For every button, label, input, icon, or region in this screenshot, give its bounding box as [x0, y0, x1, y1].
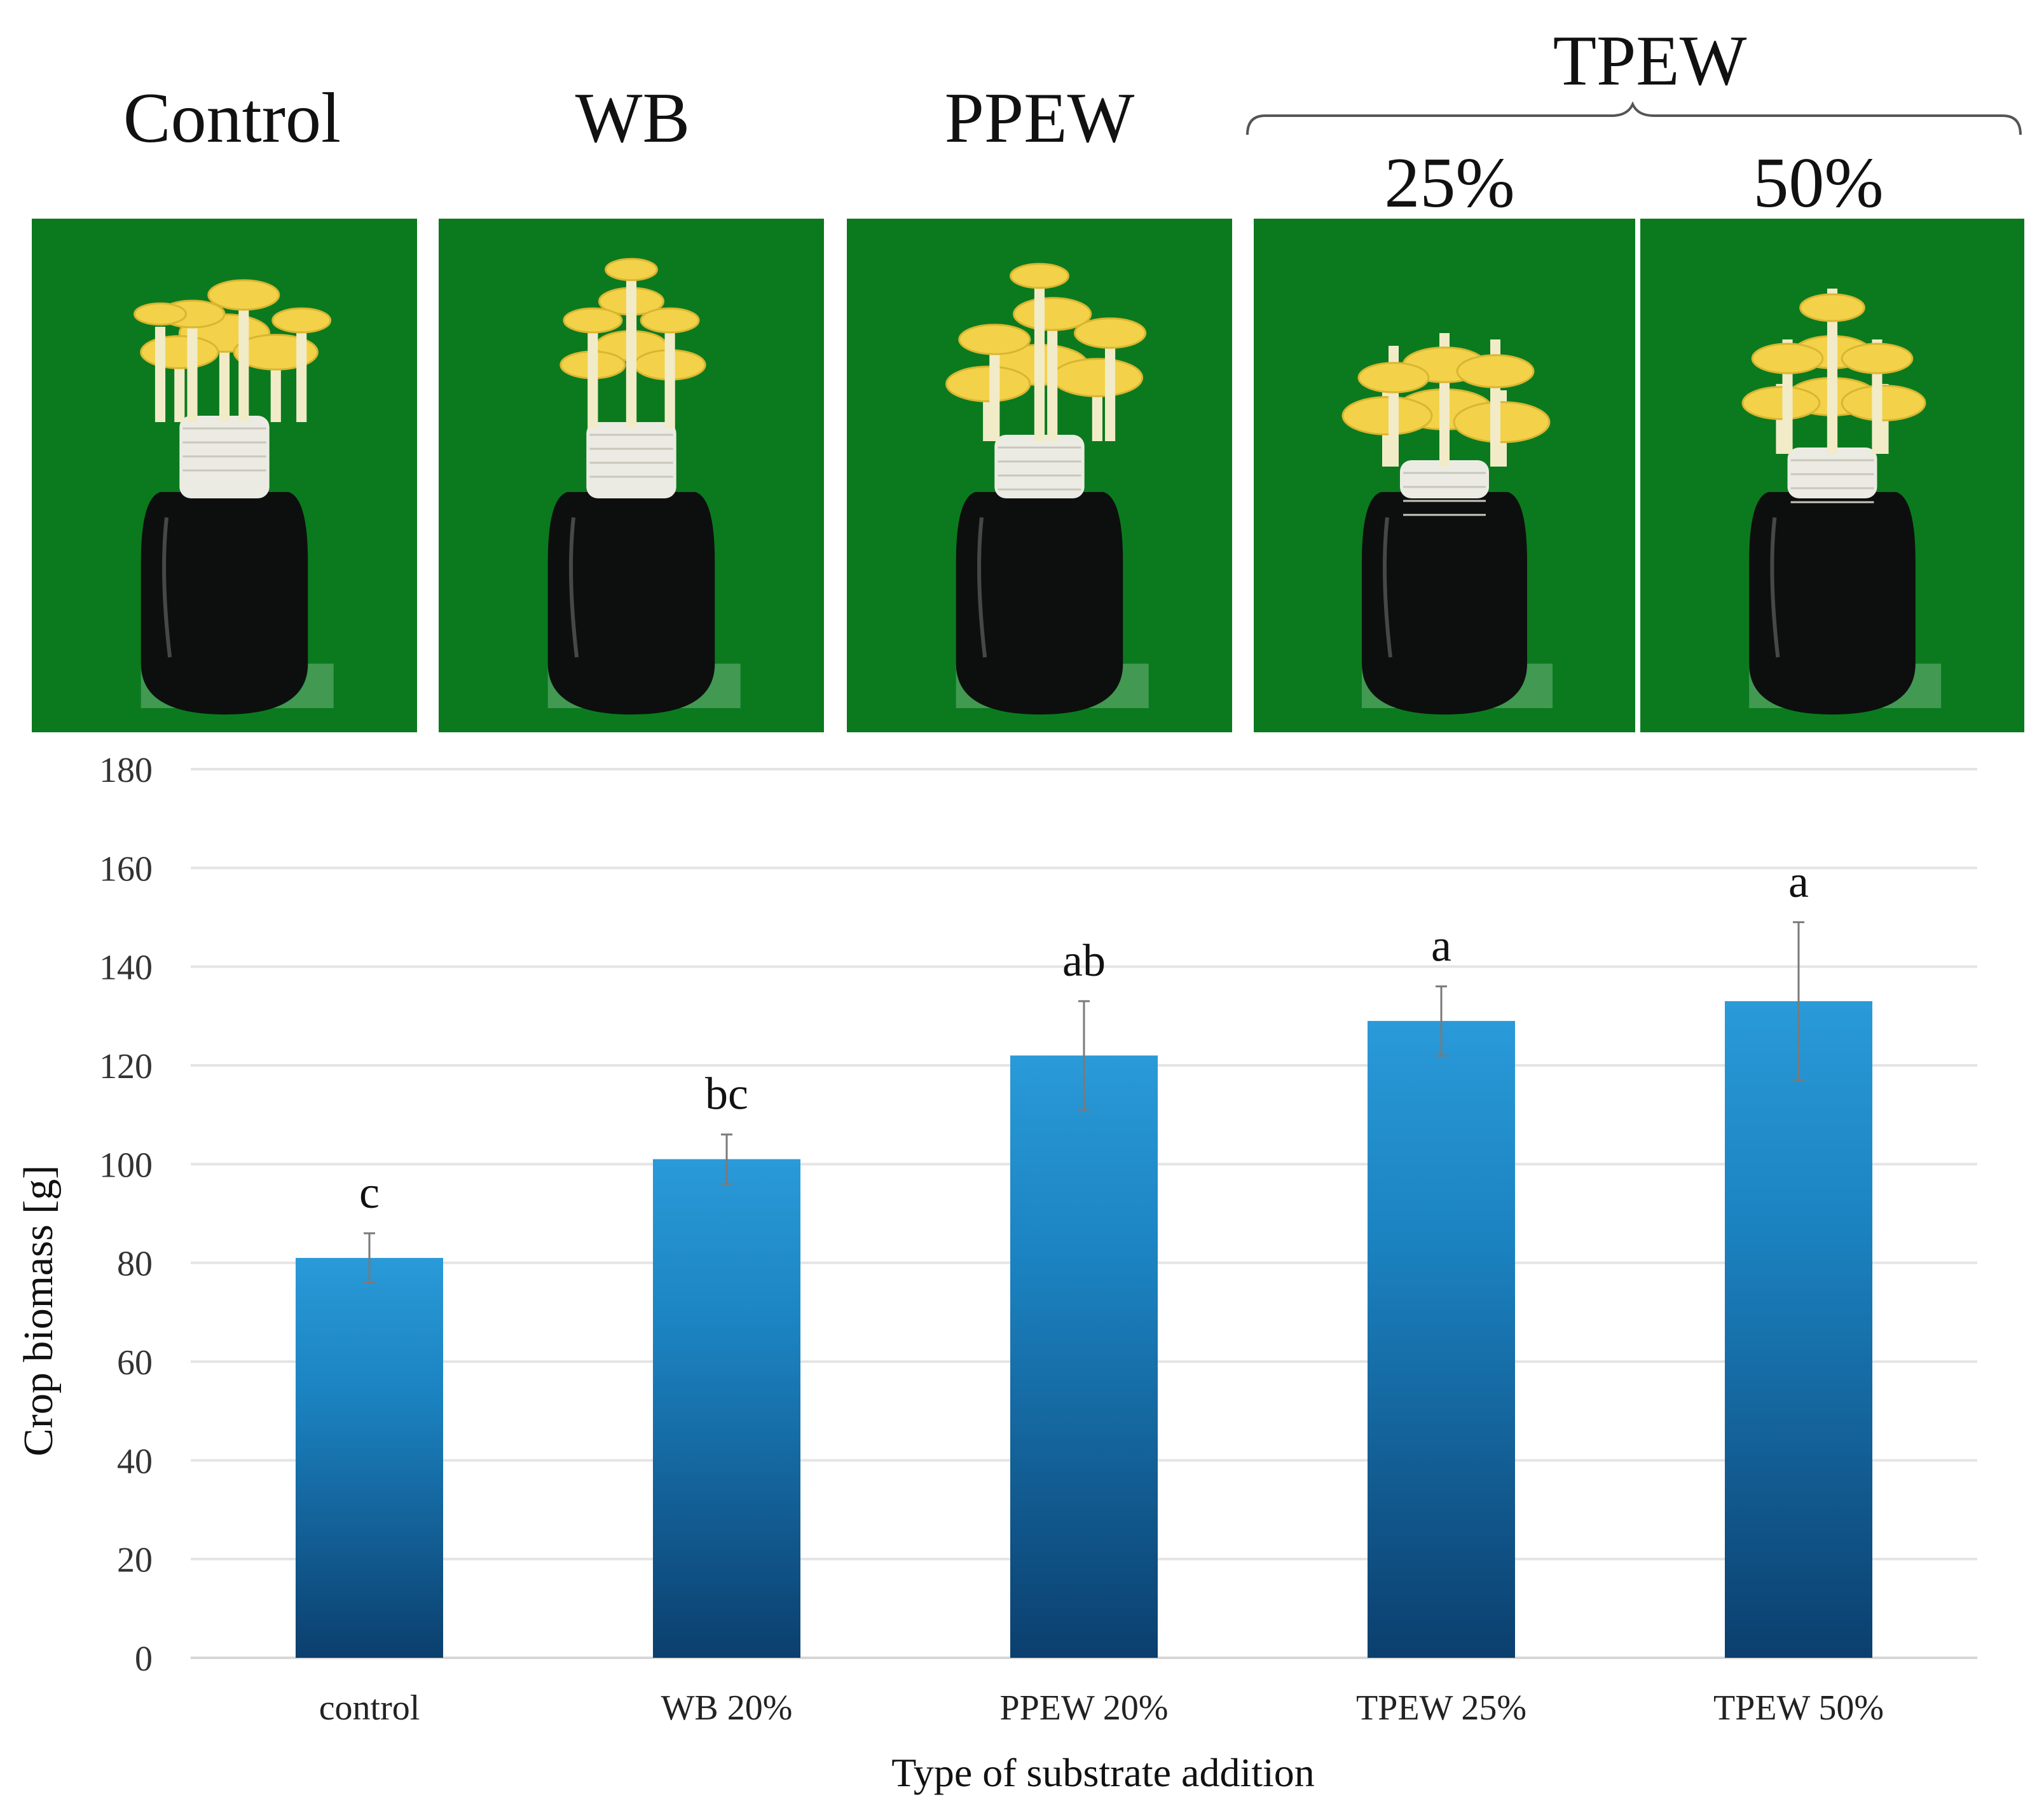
bar-4: [1368, 1021, 1515, 1658]
x-tick-label-3: PPEW 20%: [1000, 1688, 1169, 1728]
y-tick-label: 40: [117, 1442, 153, 1481]
y-tick-label: 80: [117, 1245, 153, 1284]
photo-label-wb: WB: [575, 79, 690, 158]
y-tick-label: 20: [117, 1541, 153, 1580]
y-tick-label: 140: [99, 948, 153, 988]
y-tick-label: 0: [135, 1639, 153, 1679]
x-tick-label-4: TPEW 25%: [1356, 1688, 1526, 1728]
x-tick-label-2: WB 20%: [661, 1688, 793, 1728]
significance-letter-3: ab: [1062, 935, 1106, 986]
photo-wb: [439, 219, 824, 732]
photo-control: [32, 219, 417, 732]
error-bar-2: [721, 1133, 732, 1185]
significance-letter-1: c: [359, 1167, 380, 1218]
error-bar-4: [1436, 985, 1447, 1056]
y-tick-label: 60: [117, 1343, 153, 1383]
bar-3: [1010, 1055, 1158, 1658]
bar-5: [1725, 1001, 1872, 1658]
x-tick-label-1: control: [319, 1688, 420, 1728]
significance-letter-4: a: [1431, 920, 1451, 971]
photo-label-tpew-25: 25%: [1384, 144, 1515, 222]
significance-letter-2: bc: [705, 1069, 748, 1119]
photo-ppew: [847, 219, 1232, 732]
bar-1: [296, 1257, 443, 1658]
photo-tpew-50: [1640, 219, 2024, 732]
photo-label-control: Control: [123, 79, 341, 158]
y-tick-label: 160: [99, 849, 153, 889]
bar-2: [653, 1159, 800, 1658]
error-bar-5: [1793, 921, 1804, 1081]
bar-chart: 0 20 40 60 80 100 120 140 160 180 c bc ab a a control…: [15, 751, 1977, 1795]
y-tick-label: 180: [99, 751, 153, 790]
photo-tpew-25: [1254, 219, 1635, 732]
y-tick-label: 120: [99, 1047, 153, 1086]
y-tick-label: 100: [99, 1145, 153, 1185]
error-bar-1: [364, 1232, 375, 1284]
significance-letter-5: a: [1788, 856, 1809, 907]
photo-label-ppew: PPEW: [944, 79, 1135, 158]
tpew-bracket: [1246, 102, 2022, 135]
x-tick-label-5: TPEW 50%: [1713, 1688, 1884, 1728]
error-bar-3: [1078, 1000, 1090, 1111]
photo-label-tpew-50: 50%: [1753, 144, 1884, 222]
x-axis-title: Type of substrate addition: [891, 1750, 1315, 1795]
y-axis-title: Crop biomass [g]: [15, 1165, 62, 1456]
photo-group-label-tpew: TPEW: [1553, 22, 1747, 100]
